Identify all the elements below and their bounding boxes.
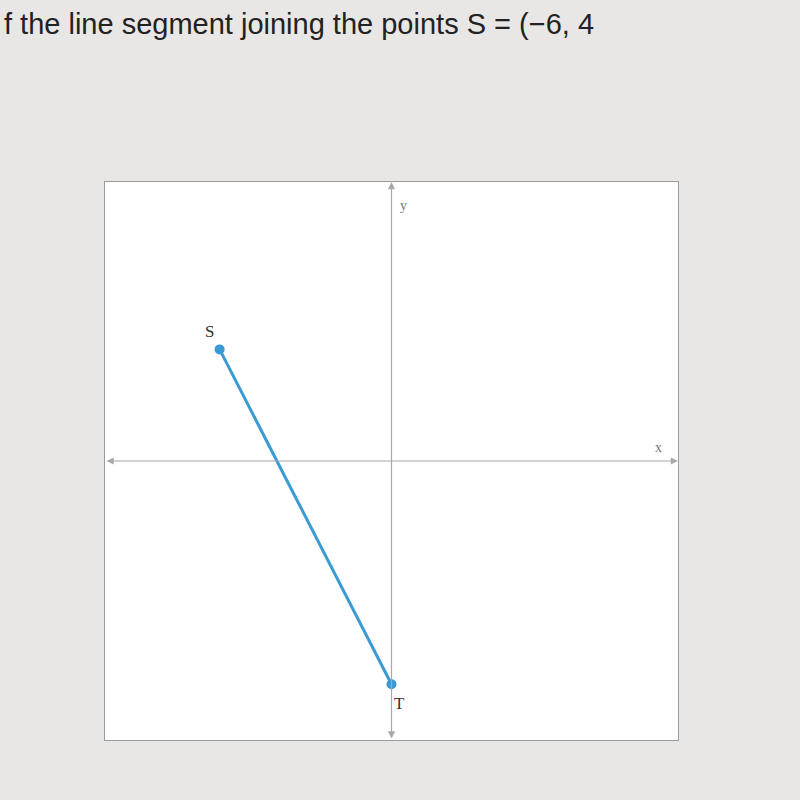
svg-text:y: y bbox=[400, 198, 407, 213]
svg-text:x: x bbox=[655, 440, 662, 455]
svg-text:S: S bbox=[205, 322, 214, 341]
svg-text:T: T bbox=[394, 694, 405, 713]
html-text:f the line segment joining the: f the line segment joining the points S … bbox=[4, 8, 594, 40]
